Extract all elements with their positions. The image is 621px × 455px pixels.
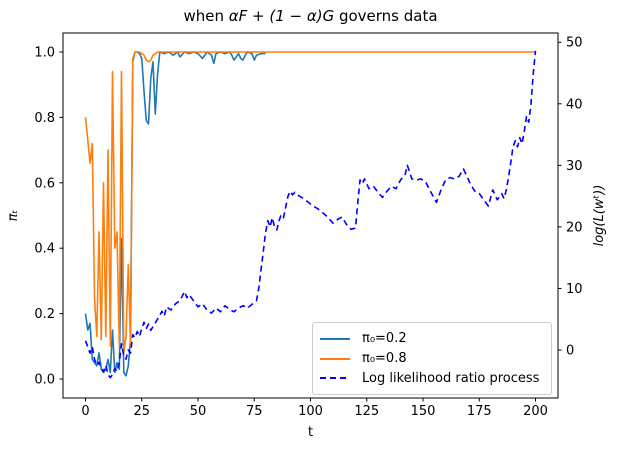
chart-title: when αF + (1 − α)G governs data	[63, 7, 558, 25]
legend-line-sample-pi0-08	[320, 357, 350, 360]
svg-text:125: 125	[354, 404, 379, 419]
svg-text:20: 20	[566, 220, 583, 235]
svg-text:100: 100	[298, 404, 323, 419]
svg-text:40: 40	[566, 97, 583, 112]
svg-text:10: 10	[566, 282, 583, 297]
x-axis-ticks: 0 25 50 75 100 125 150 175 200	[81, 398, 548, 419]
legend-item-pi0-02: π₀=0.2	[320, 329, 543, 349]
chart-title-prefix: when	[183, 7, 229, 25]
svg-text:200: 200	[523, 404, 548, 419]
y-right-axis-ticks: 0 10 20 30 40 50	[558, 36, 583, 358]
svg-text:0: 0	[566, 343, 574, 358]
legend-line-sample-pi0-02	[320, 337, 350, 340]
x-axis-label: t	[308, 425, 313, 440]
legend-label-log-likelihood: Log likelihood ratio process	[362, 370, 540, 386]
chart-title-math: αF + (1 − α)G	[228, 7, 335, 25]
svg-text:0.2: 0.2	[34, 307, 55, 322]
svg-text:0: 0	[81, 404, 89, 419]
svg-text:50: 50	[566, 36, 583, 51]
series-log-likelihood-line	[84, 50, 537, 379]
svg-text:50: 50	[190, 404, 207, 419]
svg-text:150: 150	[411, 404, 436, 419]
legend-label-pi0-02: π₀=0.2	[362, 331, 407, 347]
legend-line-sample-log-likelihood	[320, 377, 350, 380]
svg-text:25: 25	[133, 404, 150, 419]
svg-text:0.6: 0.6	[34, 176, 55, 191]
svg-text:75: 75	[246, 404, 263, 419]
svg-text:0.4: 0.4	[34, 242, 55, 257]
legend-item-pi0-08: π₀=0.8	[320, 349, 543, 369]
y-left-axis-label: πₜ	[6, 210, 21, 222]
legend: π₀=0.2 π₀=0.8 Log likelihood ratio proce…	[312, 322, 552, 395]
svg-text:175: 175	[467, 404, 492, 419]
svg-text:0.0: 0.0	[34, 373, 55, 388]
svg-text:30: 30	[566, 159, 583, 174]
svg-text:0.8: 0.8	[34, 111, 55, 126]
svg-text:1.0: 1.0	[34, 45, 55, 60]
y-left-axis-ticks: 0.0 0.2 0.4 0.6 0.8 1.0	[34, 45, 63, 388]
chart-title-suffix: governs data	[334, 7, 438, 25]
series-pi0-08-line	[84, 51, 536, 354]
legend-item-log-likelihood: Log likelihood ratio process	[320, 368, 543, 388]
legend-label-pi0-08: π₀=0.8	[362, 351, 407, 366]
y-right-axis-label: log(L(wᵗ))	[592, 185, 607, 247]
series-pi0-02-line	[84, 51, 266, 377]
